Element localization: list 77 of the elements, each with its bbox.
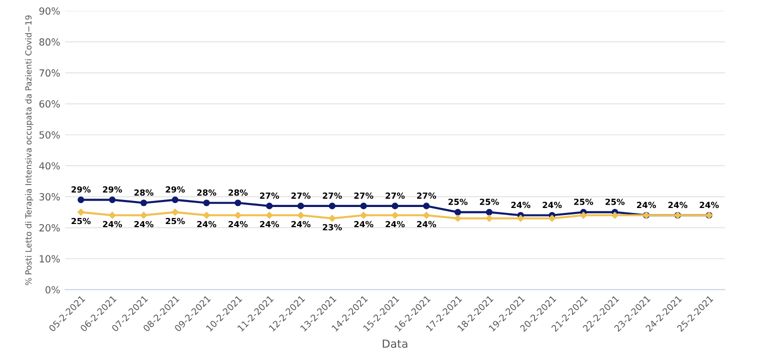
data-label: 25% (574, 198, 594, 205)
point (580, 212, 587, 219)
data-label: 25% (480, 198, 499, 205)
data-label: 23% (322, 224, 342, 230)
point (486, 214, 493, 222)
y-tick-label: 20% (39, 224, 60, 232)
point (172, 196, 178, 204)
point (486, 208, 493, 216)
y-tick-label: 30% (39, 193, 60, 201)
y-tick-label: 40% (39, 162, 60, 170)
point (78, 196, 84, 204)
point (392, 202, 398, 210)
point (234, 200, 242, 206)
data-label: 27% (322, 192, 342, 199)
data-label: 24% (260, 220, 280, 228)
data-label: 24% (542, 202, 562, 208)
data-label: 28% (197, 189, 216, 196)
point (454, 214, 462, 222)
y-tick-label: 90% (39, 7, 60, 15)
data-label: 24% (668, 202, 688, 208)
point (172, 208, 179, 216)
point (140, 200, 148, 206)
y-tick-label: 10% (40, 255, 60, 262)
point (517, 214, 524, 222)
point (422, 212, 430, 219)
data-label: 25% (72, 218, 91, 224)
point (454, 208, 462, 216)
data-label: 24% (291, 220, 310, 228)
data-label: 27% (386, 192, 405, 199)
data-label: 27% (354, 192, 374, 199)
data-label: 27% (291, 192, 310, 199)
y-tick-label: 50% (39, 131, 60, 139)
point (108, 212, 116, 219)
data-label: 25% (166, 218, 185, 224)
data-label: 29% (166, 186, 185, 193)
point (423, 202, 430, 210)
data-label: 25% (606, 198, 625, 205)
data-label: 28% (228, 189, 248, 196)
point (548, 214, 556, 222)
data-label: 24% (134, 220, 154, 228)
data-label: 24% (386, 220, 405, 228)
data-label: 27% (417, 192, 436, 199)
data-label: 24% (511, 202, 530, 208)
point (611, 212, 618, 219)
y-tick-label: 0% (46, 286, 60, 294)
data-label: 29% (102, 186, 122, 193)
point (328, 202, 336, 210)
data-label: 24% (354, 220, 374, 228)
y-tick-label: 80% (39, 38, 60, 46)
data-label: 24% (197, 220, 216, 228)
point (360, 212, 368, 219)
point (392, 212, 398, 219)
point (234, 212, 242, 219)
point (266, 212, 273, 219)
point (140, 212, 148, 219)
point (77, 208, 84, 216)
x-axis-title: Data (382, 340, 408, 348)
point (360, 202, 367, 210)
data-label: 24% (417, 220, 436, 228)
point (266, 202, 273, 210)
data-label: 28% (134, 189, 154, 196)
data-label: 24% (228, 220, 248, 228)
point (109, 196, 116, 204)
y-tick-label: 70% (40, 69, 60, 77)
point (203, 212, 210, 219)
data-label: 29% (72, 186, 91, 193)
data-label: 24% (636, 202, 656, 208)
point (297, 202, 304, 210)
data-label: 24% (102, 220, 122, 228)
data-label: 27% (260, 192, 280, 199)
data-label: 25% (448, 198, 468, 205)
point (328, 214, 336, 222)
point (203, 200, 210, 206)
y-axis-title: % Posti Letto di Terapia Intensiva occupata da Pazienti Covid−19 (25, 15, 34, 286)
data-label: 24% (700, 202, 719, 208)
point (297, 212, 304, 219)
y-tick-label: 60% (39, 100, 60, 108)
